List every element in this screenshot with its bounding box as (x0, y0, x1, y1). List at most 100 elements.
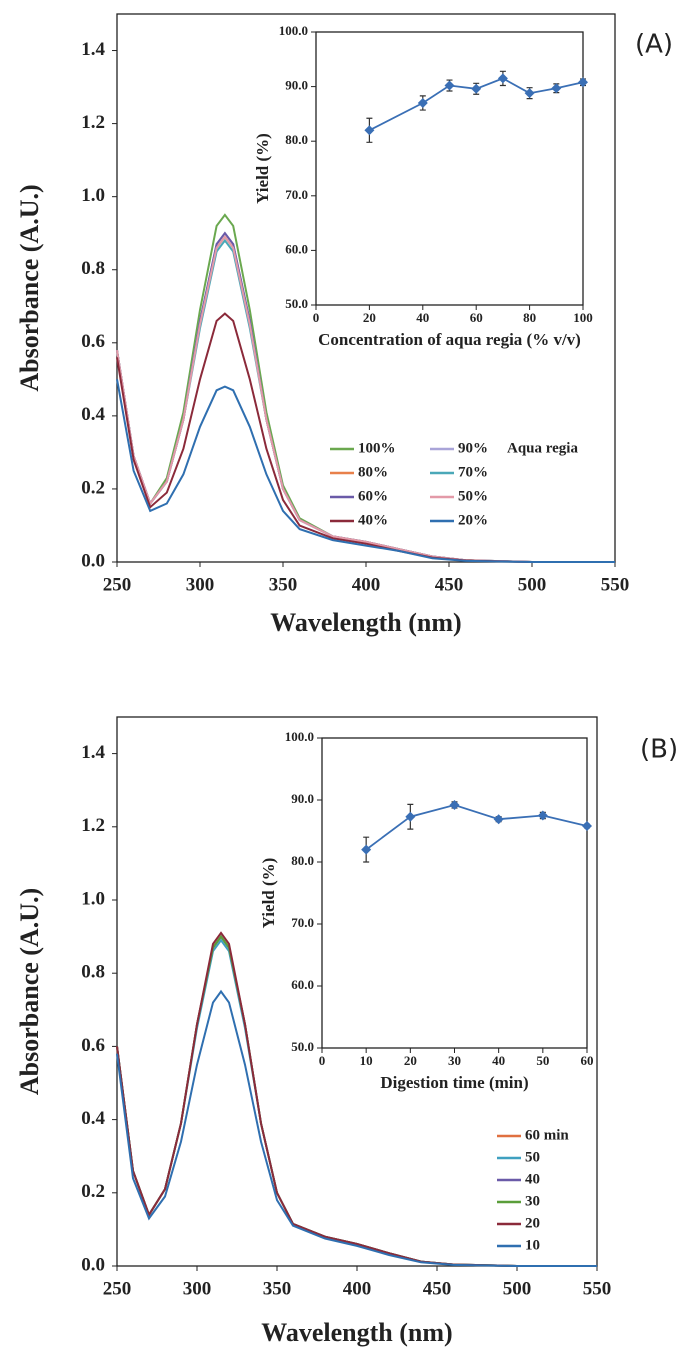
x-tick-label: 550 (601, 574, 630, 595)
inset-frame (321, 737, 588, 1049)
legend-label: 40 (525, 1171, 540, 1187)
x-tick-label: 10 (360, 1053, 373, 1068)
y-tick-label: 50.0 (285, 296, 308, 311)
x-tick-label: 400 (352, 574, 381, 595)
y-tick-label: 0.8 (81, 962, 105, 983)
x-axis-title: Wavelength (nm) (270, 608, 461, 637)
y-tick-label: 0.6 (81, 1035, 105, 1056)
y-tick-label: 80.0 (291, 853, 314, 868)
y-tick-label: 70.0 (285, 187, 308, 202)
data-point (405, 811, 416, 822)
yield-line (365, 804, 588, 851)
y-tick-label: 1.0 (81, 185, 105, 206)
y-tick-label: 0.0 (81, 550, 105, 571)
y-tick-label: 90.0 (291, 791, 314, 806)
y-tick-label: 100.0 (285, 729, 314, 744)
y-tick-label: 0.0 (81, 1254, 105, 1275)
x-tick-label: 50 (536, 1053, 549, 1068)
legend-label: 50 (525, 1149, 540, 1165)
y-tick-label: 70.0 (291, 915, 314, 930)
legend-label: 60% (358, 488, 388, 504)
data-point (497, 73, 508, 84)
y-tick-label: 0.4 (81, 404, 105, 425)
x-tick-label: 250 (103, 1278, 132, 1299)
data-point (582, 821, 592, 832)
data-point (444, 80, 455, 91)
legend-label: 90% (458, 440, 488, 456)
legend-label: 70% (458, 464, 488, 480)
x-tick-label: 20 (363, 310, 376, 325)
x-tick-label: 350 (263, 1278, 292, 1299)
y-tick-label: 50.0 (291, 1039, 314, 1054)
x-tick-label: 500 (503, 1278, 532, 1299)
y-tick-label: 1.4 (81, 742, 105, 763)
y-tick-label: 1.2 (81, 112, 105, 133)
x-tick-label: 350 (269, 574, 298, 595)
y-tick-label: 0.2 (81, 477, 105, 498)
x-tick-label: 300 (183, 1278, 212, 1299)
y-tick-label: 1.0 (81, 888, 105, 909)
data-point (551, 83, 562, 94)
y-tick-label: 60.0 (285, 241, 308, 256)
x-tick-label: 0 (319, 1053, 326, 1068)
x-tick-label: 250 (103, 574, 132, 595)
x-tick-label: 400 (343, 1278, 372, 1299)
data-point (524, 88, 535, 99)
y-tick-label: 90.0 (285, 78, 308, 93)
y-tick-label: 0.6 (81, 331, 105, 352)
legend-label: 30 (525, 1193, 540, 1209)
y-tick-label: 80.0 (285, 132, 308, 147)
y-axis-title: Absorbance (A.U.) (15, 184, 44, 391)
data-point (449, 799, 460, 810)
legend-label: 20 (525, 1215, 540, 1231)
x-tick-label: 100 (573, 310, 593, 325)
x-tick-label: 40 (416, 310, 429, 325)
legend-title: Aqua regia (507, 440, 578, 456)
data-point (417, 97, 428, 108)
y-tick-label: 0.8 (81, 258, 105, 279)
data-point (493, 814, 504, 825)
x-tick-label: 0 (313, 310, 320, 325)
legend-label: 50% (458, 488, 488, 504)
legend-label: 10 (525, 1237, 540, 1253)
legend-label: 80% (358, 464, 388, 480)
x-tick-label: 60 (470, 310, 483, 325)
inset-frame (315, 31, 584, 306)
x-axis-title: Digestion time (min) (380, 1073, 528, 1092)
y-axis-title: Yield (%) (253, 133, 272, 204)
y-tick-label: 100.0 (279, 23, 308, 38)
legend-label: 100% (358, 440, 396, 456)
data-point (471, 83, 482, 94)
spectrum-line (116, 235, 615, 563)
x-tick-label: 80 (523, 310, 536, 325)
legend-label: 20% (458, 512, 488, 528)
y-tick-label: 60.0 (291, 977, 314, 992)
x-axis-title: Wavelength (nm) (261, 1318, 452, 1347)
x-tick-label: 450 (423, 1278, 452, 1299)
data-point (537, 810, 548, 821)
data-point (364, 125, 375, 136)
x-tick-label: 500 (518, 574, 547, 595)
x-tick-label: 40 (492, 1053, 505, 1068)
legend-label: 60 min (525, 1127, 569, 1143)
y-tick-label: 1.2 (81, 815, 105, 836)
y-tick-label: 0.2 (81, 1181, 105, 1202)
x-tick-label: 550 (583, 1278, 612, 1299)
panel-label: (A) (635, 30, 673, 60)
y-tick-label: 1.4 (81, 39, 105, 60)
spectrum-line (116, 379, 615, 563)
spectrum-line (116, 989, 597, 1267)
y-axis-title: Yield (%) (259, 858, 278, 929)
x-tick-label: 60 (581, 1053, 594, 1068)
data-point (361, 844, 372, 855)
data-point (578, 77, 588, 88)
yield-line (368, 77, 584, 132)
legend-label: 40% (358, 512, 388, 528)
x-tick-label: 20 (404, 1053, 417, 1068)
x-tick-label: 300 (186, 574, 215, 595)
x-tick-label: 30 (448, 1053, 461, 1068)
panel-label: (B) (640, 735, 678, 765)
y-axis-title: Absorbance (A.U.) (15, 888, 44, 1095)
y-tick-label: 0.4 (81, 1108, 105, 1129)
